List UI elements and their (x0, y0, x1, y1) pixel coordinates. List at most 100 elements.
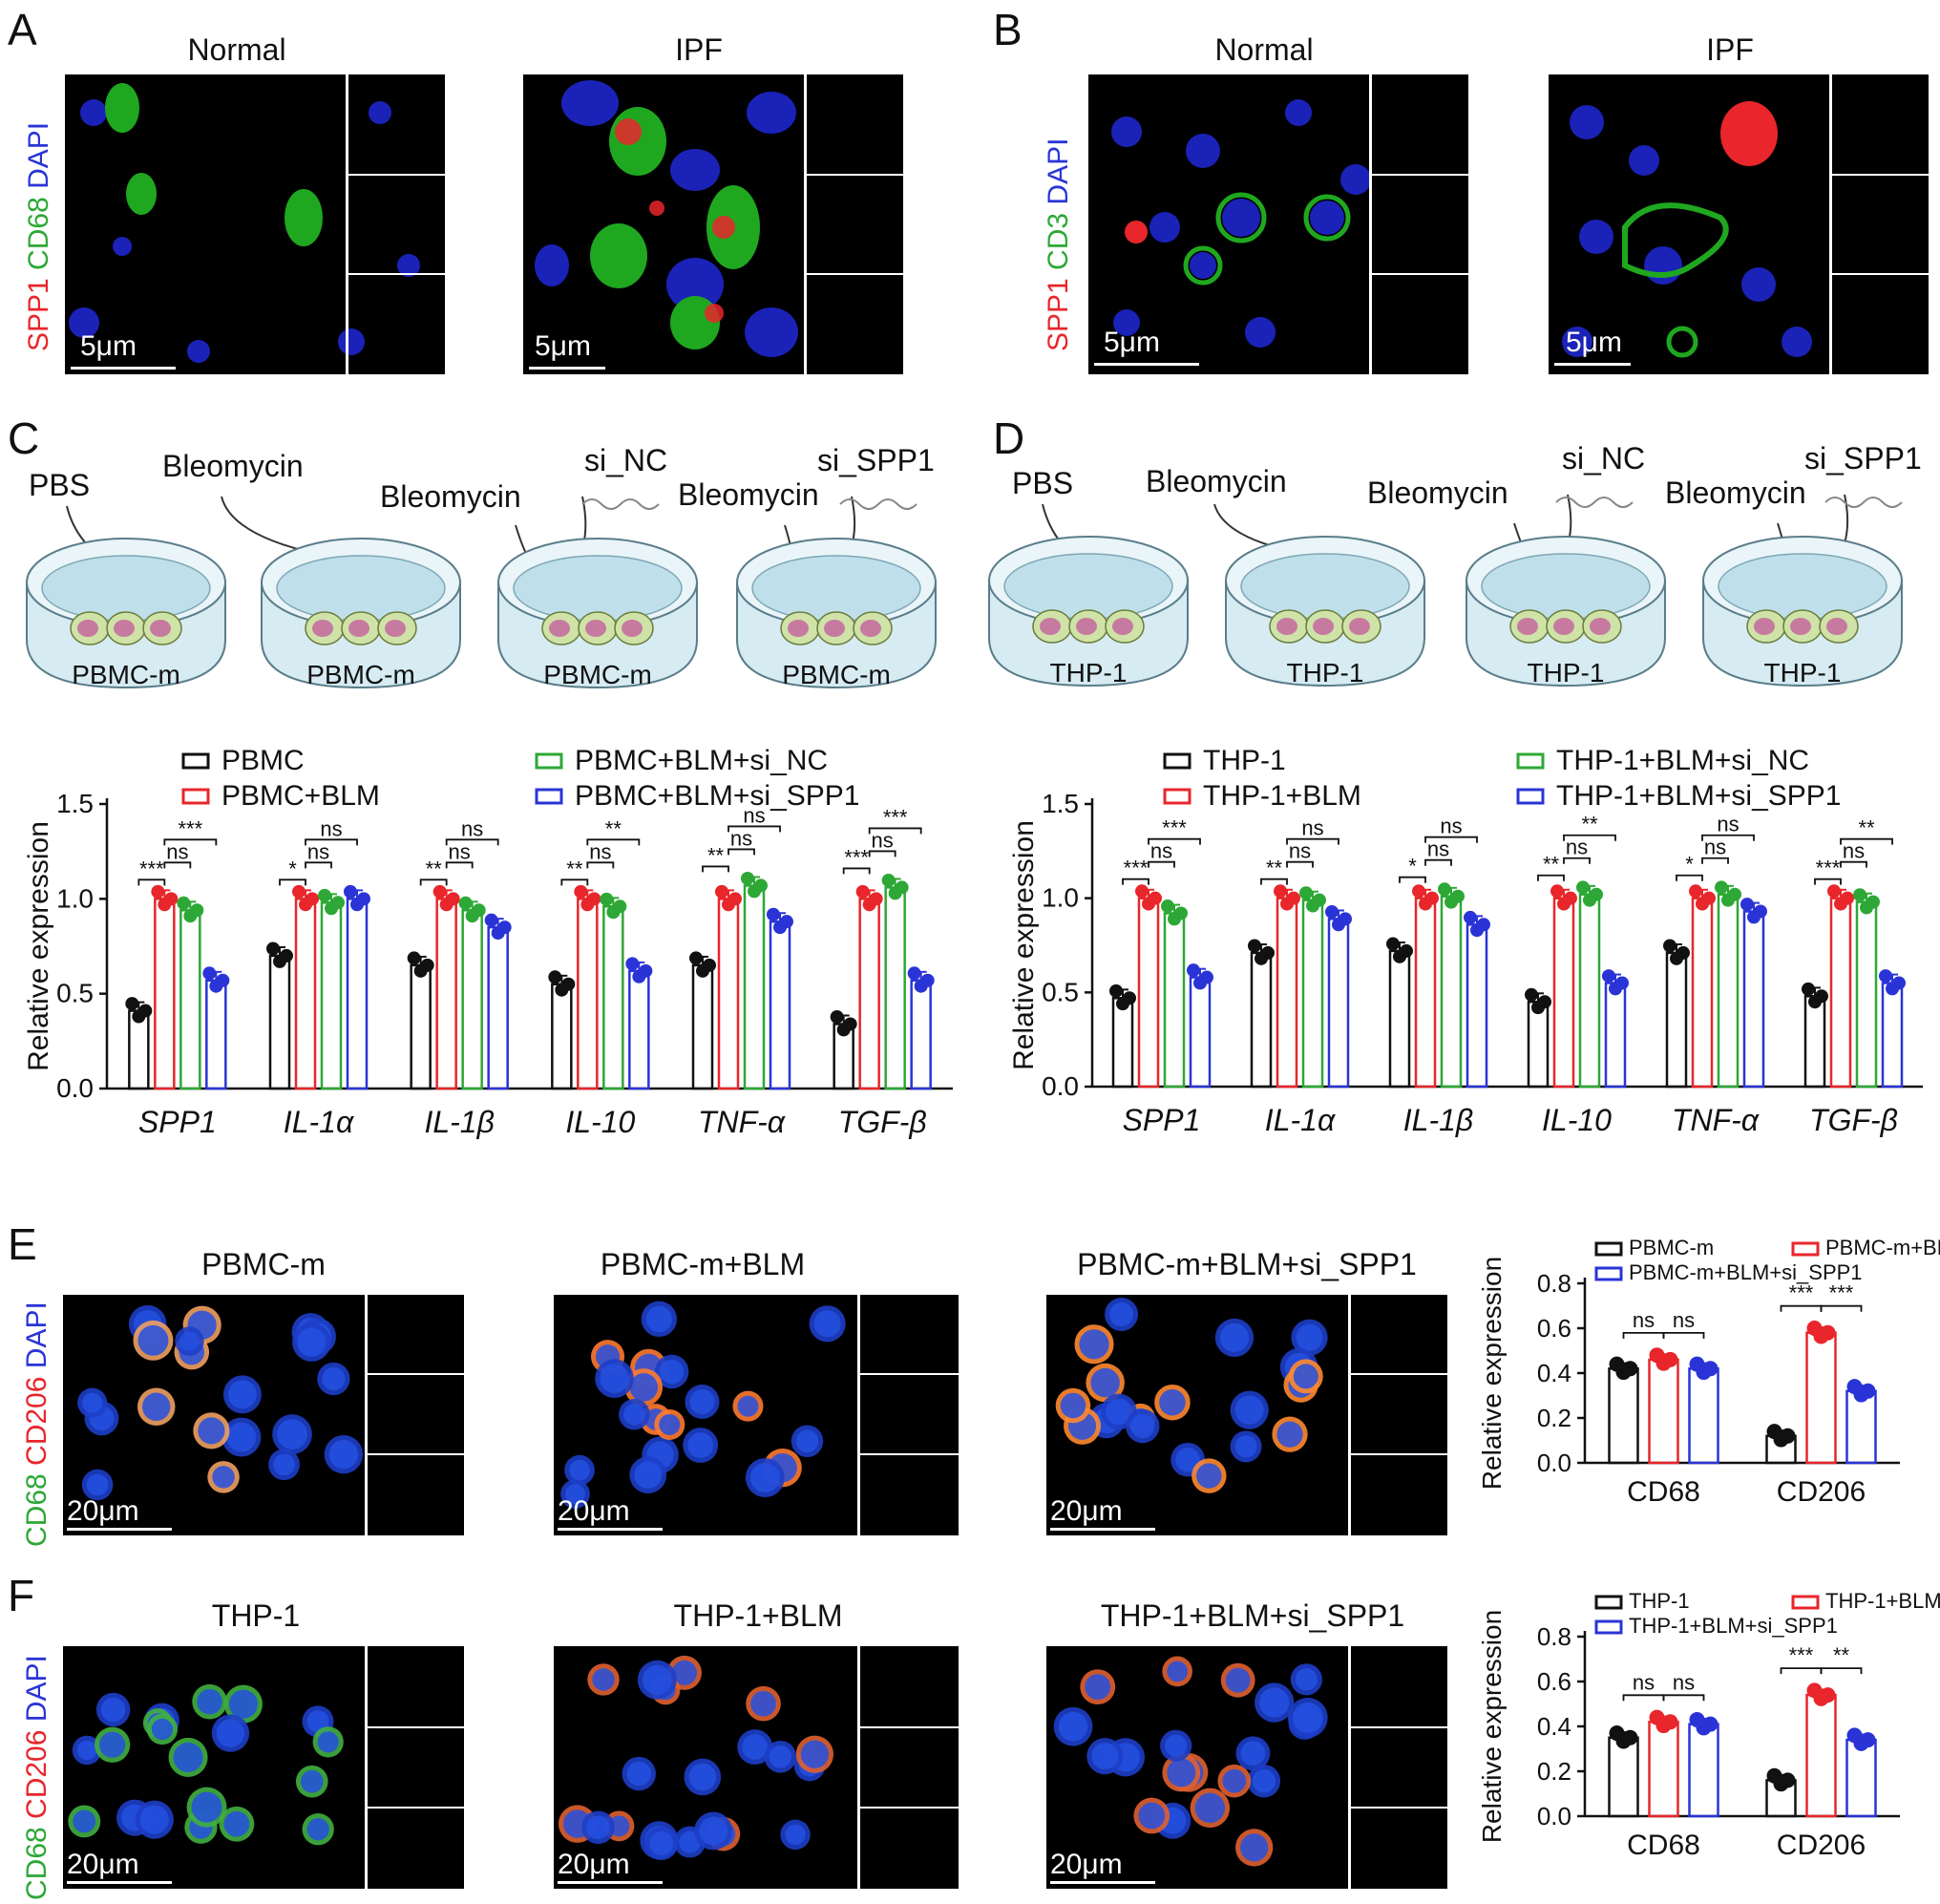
data-point (151, 884, 165, 899)
cell-nucleus (689, 1388, 715, 1415)
bar (294, 898, 317, 1090)
data-point (1780, 1428, 1796, 1444)
bar (1189, 976, 1212, 1089)
cell-nucleus (592, 1668, 615, 1691)
cell-nucleus (649, 1831, 674, 1856)
cell-nucleus (99, 1731, 126, 1758)
legend-label: PBMC (221, 745, 305, 776)
significance-label: *** (1789, 1643, 1814, 1667)
bar (1688, 1723, 1719, 1818)
label-dapi: DAPI (23, 121, 54, 189)
data-point (1425, 891, 1439, 905)
label-bleomycin: Bleomycin (1367, 476, 1508, 510)
data-point (1590, 887, 1603, 901)
significance-bracket (868, 827, 922, 835)
cell-nucleus (749, 1463, 780, 1492)
cell-nucleus (1138, 1802, 1166, 1830)
data-point (1702, 891, 1716, 905)
significance-bracket (1148, 837, 1201, 845)
significance-bracket (1840, 860, 1867, 868)
y-tick-label: 1.0 (56, 883, 94, 913)
cell-nucleus (1194, 1792, 1226, 1824)
significance-bracket (1148, 860, 1175, 868)
cell-nucleus (1090, 1367, 1120, 1398)
x-tick-label: TNF-α (698, 1105, 786, 1139)
data-point (1879, 969, 1892, 984)
scale-bar (1094, 363, 1199, 366)
culture-dish: THP-1 (1702, 536, 1903, 688)
cell-nucleus (1219, 1322, 1250, 1353)
scale-bar (1554, 363, 1631, 366)
data-point (715, 884, 728, 899)
data-point (1248, 939, 1261, 953)
micrograph-e-1: 20μm (63, 1295, 464, 1535)
cell-nucleus (1276, 1421, 1303, 1448)
micrograph-b-ipf: 5μm (1549, 74, 1929, 374)
cell-nucleus (645, 1305, 673, 1333)
bar (1691, 897, 1714, 1089)
bar (1466, 923, 1488, 1089)
label-spp1: SPP1 (23, 278, 54, 351)
significance-bracket (1840, 837, 1893, 845)
bar (410, 963, 432, 1090)
x-tick-label: TNF-α (1672, 1103, 1760, 1137)
label-bleomycin: Bleomycin (678, 477, 819, 512)
x-tick-label: CD68 (1627, 1830, 1700, 1861)
cell-nucleus (179, 1331, 200, 1351)
data-point (1820, 1687, 1836, 1703)
cell-nucleus (1060, 1392, 1086, 1419)
data-point (458, 896, 473, 910)
data-point (689, 951, 703, 965)
bar (1301, 899, 1324, 1089)
panel-letter-e: E (8, 1219, 37, 1269)
cell-nucleus (1295, 1668, 1318, 1691)
legend-label: THP-1+BLM (1825, 1589, 1940, 1613)
cell-nucleus (198, 1417, 225, 1445)
cell-nucleus (297, 1327, 327, 1357)
significance-bracket (1780, 1304, 1823, 1312)
significance-bracket (445, 838, 499, 846)
cell-nucleus (306, 1710, 329, 1733)
data-point (1622, 1729, 1638, 1745)
legend-swatch (1594, 1595, 1623, 1610)
bar (769, 920, 791, 1090)
legend-label: PBMC+BLM+si_NC (575, 745, 828, 776)
y-tick-label: 0.5 (56, 979, 94, 1008)
x-tick-label: SPP1 (138, 1105, 217, 1139)
y-tick-label: 0.2 (1537, 1404, 1571, 1432)
cell-nucleus (86, 1473, 109, 1496)
bar (205, 979, 227, 1090)
significance-bracket (305, 861, 332, 869)
legend-swatch (1516, 788, 1545, 805)
significance-label: ns (1289, 839, 1311, 863)
significance-bracket (586, 838, 641, 846)
legend-swatch (1163, 788, 1191, 805)
culture-dish: THP-1 (988, 536, 1189, 688)
cell-nucleus (1175, 1447, 1200, 1472)
data-point (869, 892, 883, 906)
data-point (1780, 1772, 1796, 1788)
significance-bracket (1537, 874, 1565, 881)
label-cd68: CD68 (21, 1827, 53, 1900)
bar (1742, 910, 1765, 1089)
significance-bracket (586, 861, 615, 869)
data-point (1576, 880, 1590, 895)
panel-letter-b: B (993, 5, 1023, 54)
bar (1414, 897, 1437, 1089)
significance-bracket (1820, 1304, 1863, 1312)
label-cd3: CD3 (1043, 212, 1074, 270)
data-point (843, 1017, 857, 1031)
bar (1803, 995, 1826, 1089)
legend-swatch (1594, 1266, 1623, 1281)
sirna-icon (1824, 497, 1903, 508)
significance-bracket (1662, 1694, 1705, 1702)
x-tick-label: CD206 (1777, 1830, 1866, 1861)
cell-nucleus (642, 1664, 672, 1695)
x-tick-label: SPP1 (1123, 1103, 1201, 1137)
bar (154, 898, 176, 1090)
y-tick-label: 0.6 (1537, 1314, 1571, 1343)
data-point (1827, 884, 1841, 899)
data-point (1109, 984, 1123, 998)
cell-nucleus (626, 1761, 651, 1787)
significance-bracket (1399, 876, 1426, 883)
